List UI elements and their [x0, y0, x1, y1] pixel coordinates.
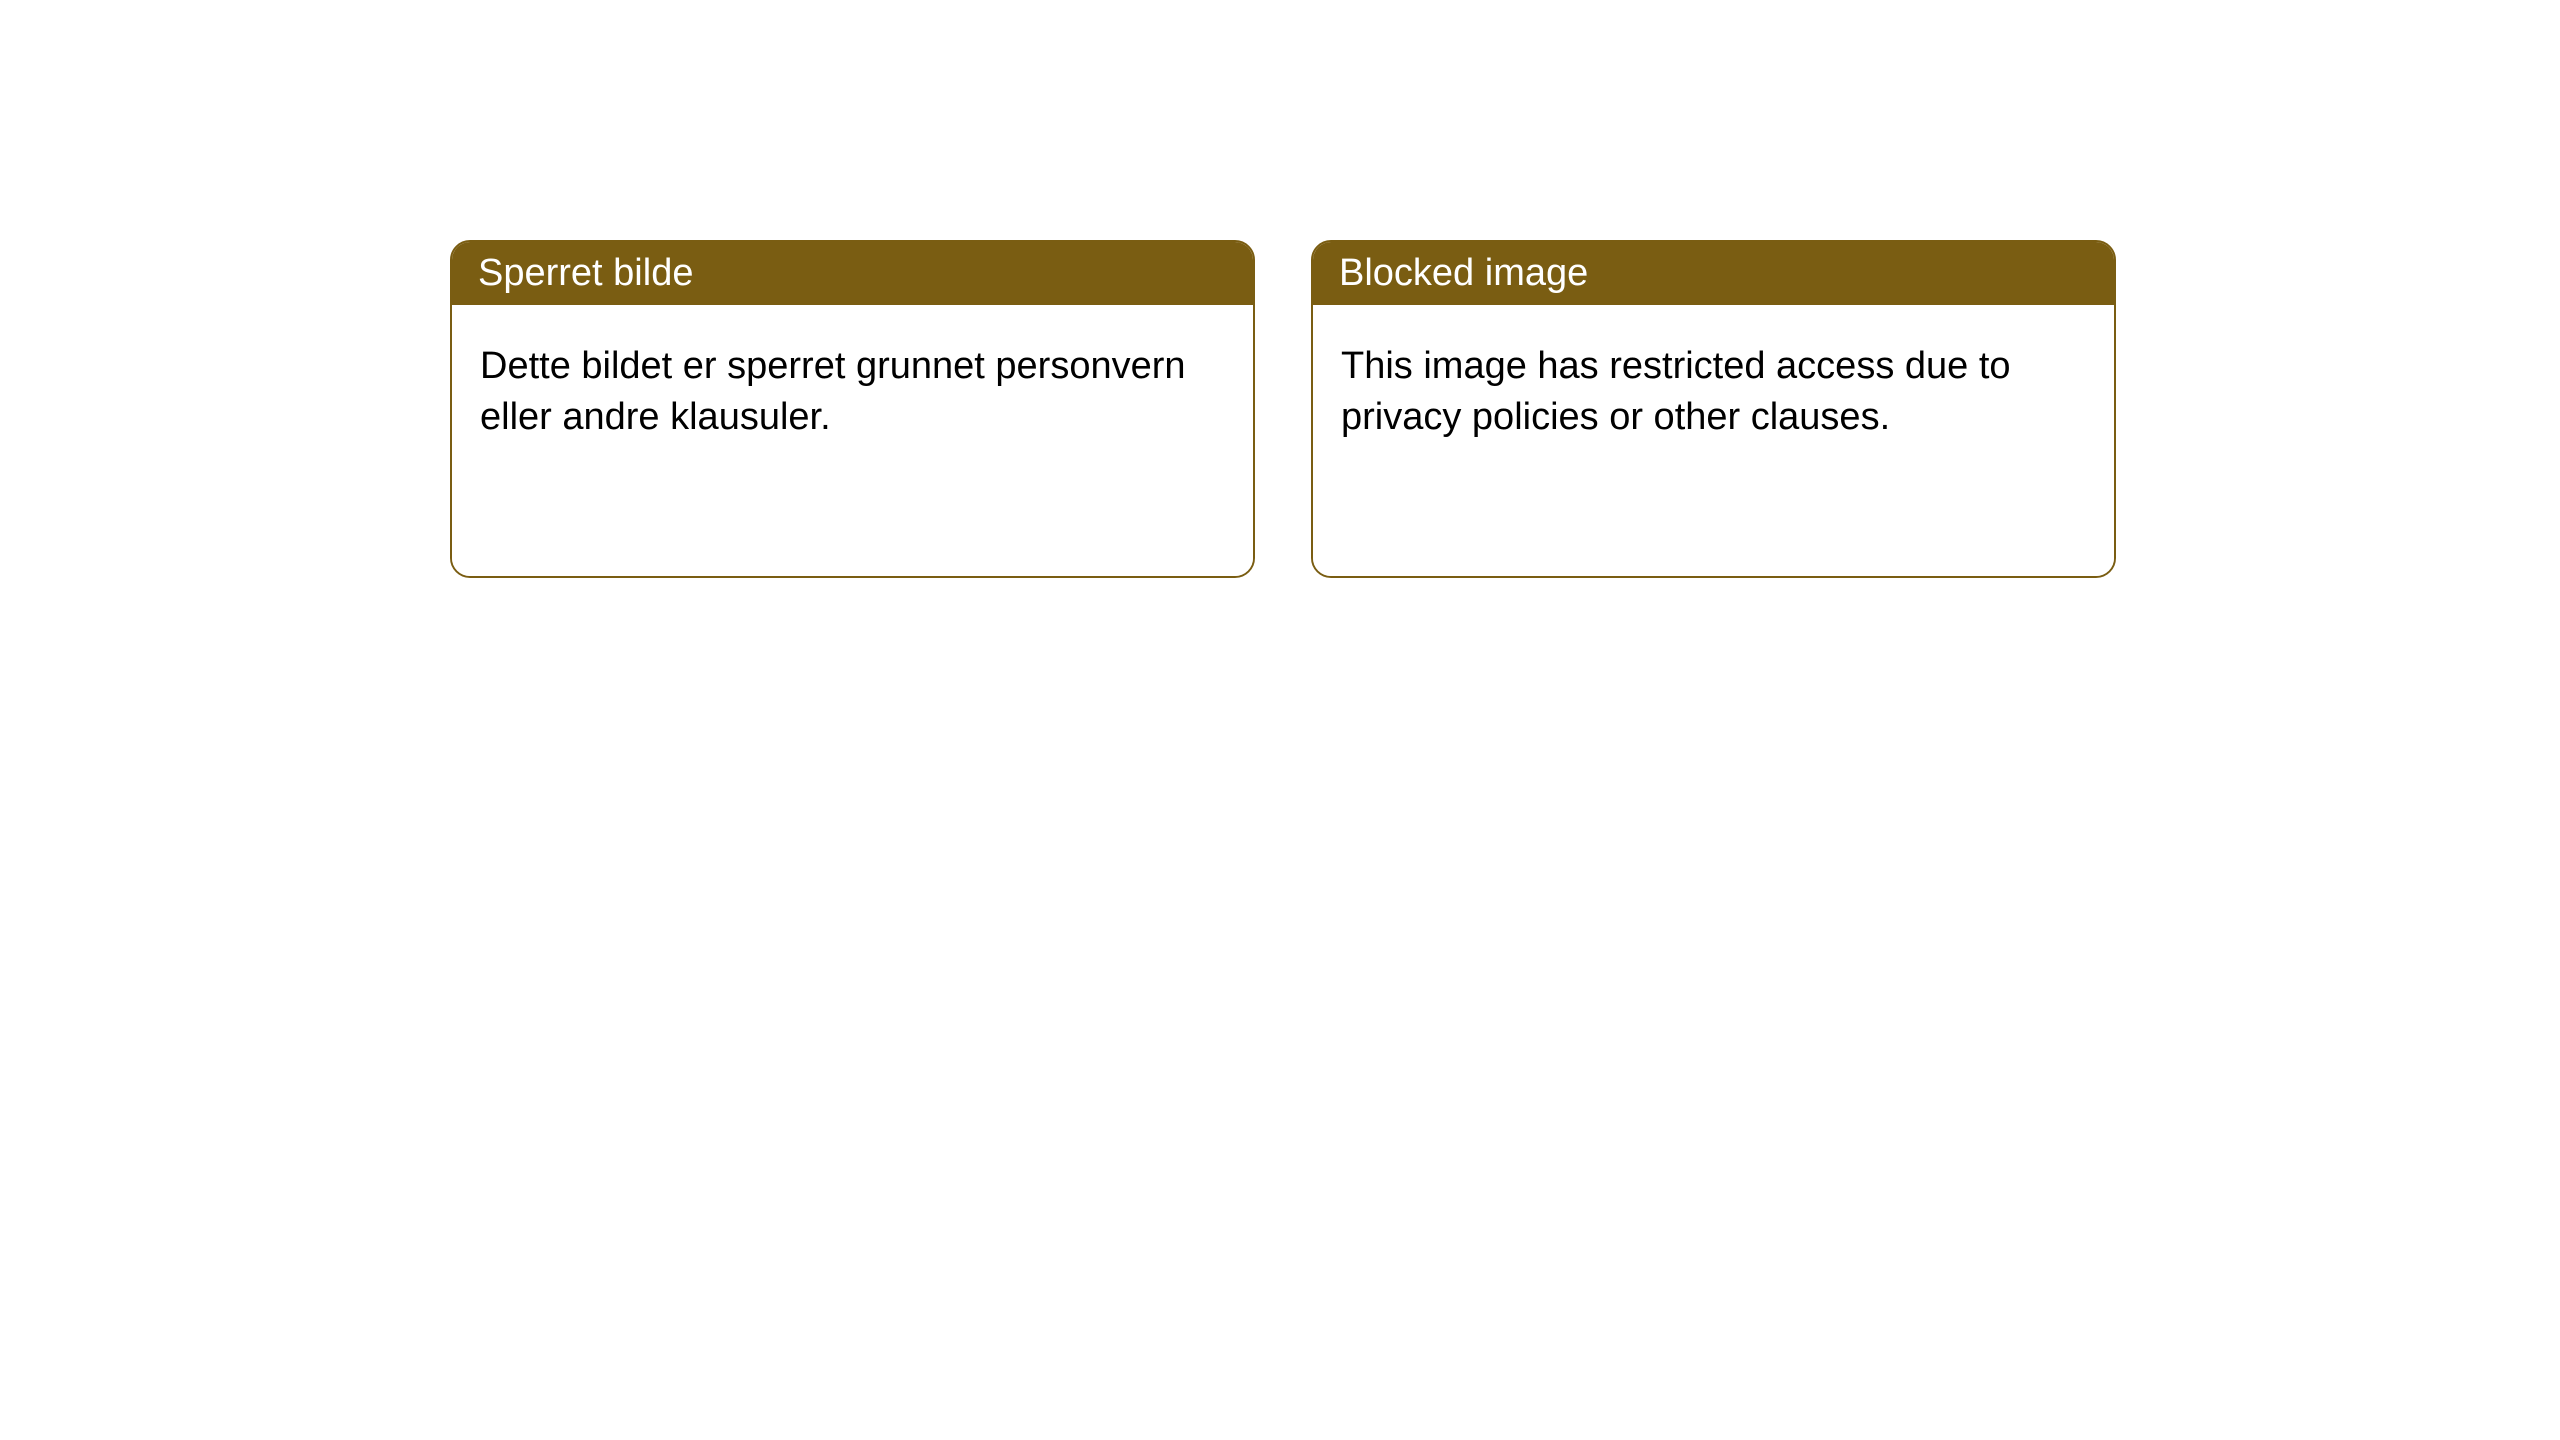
card-title: Sperret bilde: [478, 252, 693, 294]
card-body-text: This image has restricted access due to …: [1341, 345, 2011, 438]
card-body: Dette bildet er sperret grunnet personve…: [452, 305, 1253, 576]
card-title: Blocked image: [1339, 252, 1588, 294]
notice-cards-container: Sperret bilde Dette bildet er sperret gr…: [450, 240, 2116, 578]
notice-card-norwegian: Sperret bilde Dette bildet er sperret gr…: [450, 240, 1255, 578]
card-body: This image has restricted access due to …: [1313, 305, 2114, 576]
card-header: Sperret bilde: [452, 242, 1253, 305]
notice-card-english: Blocked image This image has restricted …: [1311, 240, 2116, 578]
card-body-text: Dette bildet er sperret grunnet personve…: [480, 345, 1186, 438]
card-header: Blocked image: [1313, 242, 2114, 305]
